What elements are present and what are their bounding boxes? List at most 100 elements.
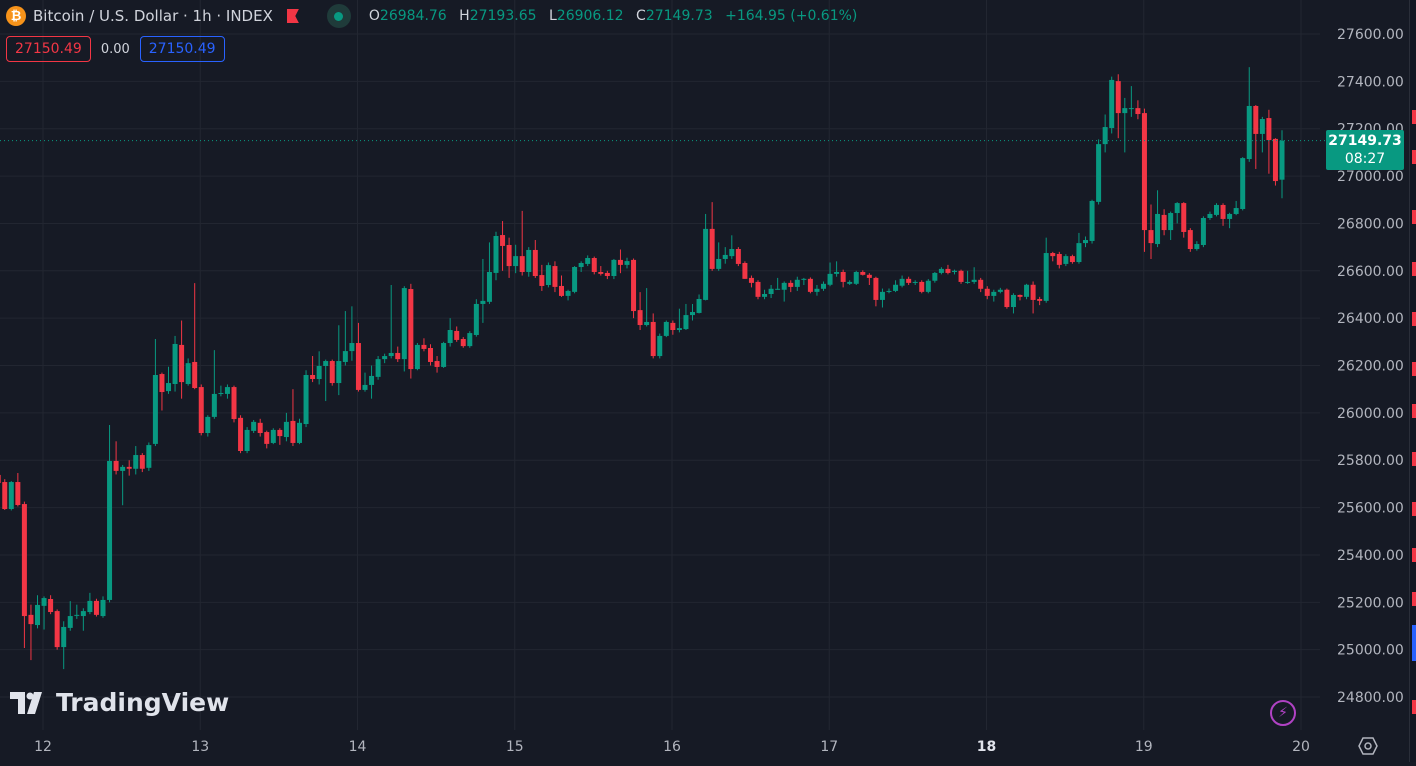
candle-body <box>1122 108 1128 114</box>
candle-body <box>762 294 768 297</box>
candle-body <box>421 344 427 349</box>
price-tick-label: 27000.00 <box>1337 169 1404 185</box>
candle-body <box>834 271 840 274</box>
current-price-label: 27149.73 08:27 <box>1326 130 1404 170</box>
candle-body <box>211 393 217 417</box>
candle-body <box>965 281 971 283</box>
candle-body <box>690 312 695 316</box>
candle-body <box>218 392 224 394</box>
candle-body <box>67 616 73 628</box>
candle-body <box>80 611 86 617</box>
candle-body <box>919 281 925 292</box>
side-panel-strip[interactable] <box>1409 0 1416 762</box>
candle-body <box>382 356 388 360</box>
candle-body <box>460 338 466 347</box>
candle-body <box>401 288 407 360</box>
candle-body <box>473 303 479 335</box>
candle-body <box>545 265 551 286</box>
candle-body <box>716 258 722 269</box>
candle-body <box>500 235 506 246</box>
price-tick-label: 26600.00 <box>1337 264 1404 280</box>
settings-icon[interactable] <box>1358 736 1378 756</box>
candle-body <box>709 228 715 269</box>
candle-body <box>526 249 532 272</box>
side-marker <box>1412 548 1416 562</box>
candle-body <box>113 460 119 471</box>
flag-icon[interactable] <box>286 9 299 23</box>
buy-button[interactable]: 27150.49 <box>139 36 225 62</box>
time-axis[interactable]: 12 13 14 15 16 17 18 19 20 <box>34 739 1310 755</box>
low-label: L <box>548 8 557 24</box>
candle-body <box>1240 158 1246 209</box>
candle-body <box>41 598 47 606</box>
candle-body <box>788 282 794 287</box>
candle-body <box>159 374 165 393</box>
candle-body <box>1004 289 1010 308</box>
candle-body <box>958 270 964 282</box>
price-tick-label: 24800.00 <box>1337 690 1404 706</box>
candle-body <box>1253 105 1259 134</box>
lightning-icon[interactable]: ⚡ <box>1270 700 1296 726</box>
candle-body <box>441 343 447 367</box>
candle-body <box>1043 253 1049 301</box>
side-marker <box>1412 452 1416 466</box>
candle-body <box>1083 240 1088 244</box>
candle-body <box>1030 284 1036 300</box>
price-tick-label: 25400.00 <box>1337 548 1404 564</box>
candle-body <box>598 271 604 274</box>
candle-body <box>310 374 316 380</box>
candle-body <box>100 599 106 617</box>
candle-body <box>591 258 597 272</box>
price-axis[interactable]: 24800.00 25000.00 25200.00 25400.00 25600.00… <box>1337 27 1404 706</box>
symbol-title[interactable]: Bitcoin / U.S. Dollar · 1h · INDEX <box>33 7 273 25</box>
high-value: 27193.65 <box>469 8 537 24</box>
candle-body <box>362 384 368 390</box>
candle-body <box>231 387 237 420</box>
candle-body <box>1102 127 1108 145</box>
candle-body <box>1279 140 1285 180</box>
price-tick-label: 26000.00 <box>1337 406 1404 422</box>
candle-body <box>735 249 741 264</box>
candle-body <box>696 298 702 313</box>
candle-body <box>1194 244 1200 250</box>
time-tick-label: 16 <box>663 739 681 755</box>
candle-body <box>932 272 938 281</box>
candle-body <box>342 351 348 362</box>
candle-body <box>742 262 748 279</box>
candle-body <box>1227 213 1233 219</box>
candle-body <box>1063 256 1069 264</box>
candle-body <box>1076 243 1082 263</box>
candle-body <box>74 614 80 616</box>
candle-body <box>297 422 302 443</box>
candle-body <box>729 249 735 257</box>
candle-body <box>238 417 244 452</box>
candle-body <box>631 259 637 312</box>
candle-body <box>794 279 800 287</box>
candle-body <box>1233 208 1239 214</box>
candle-body <box>1181 203 1187 232</box>
sell-button[interactable]: 27150.49 <box>6 36 91 62</box>
candle-body <box>1155 213 1161 245</box>
candle-body <box>906 278 912 283</box>
candle-body <box>506 244 512 267</box>
candle-body <box>840 271 846 282</box>
side-marker <box>1412 404 1416 418</box>
market-status-icon[interactable] <box>326 4 351 28</box>
candle-body <box>552 266 558 287</box>
open-value: 26984.76 <box>379 8 447 24</box>
candle-body <box>1174 203 1180 214</box>
price-tick-label: 25200.00 <box>1337 595 1404 611</box>
ohlc-values: O26984.76 H27193.65 L26906.12 C27149.73 … <box>369 8 866 24</box>
candle-body <box>192 361 198 389</box>
candle-body <box>1096 144 1102 202</box>
price-tick-label: 25800.00 <box>1337 453 1404 469</box>
candle-body <box>565 290 571 296</box>
candle-body <box>1050 253 1056 257</box>
candle-body <box>369 375 375 385</box>
close-value: 27149.73 <box>645 8 713 24</box>
candle-body <box>539 275 545 286</box>
tradingview-logo[interactable]: TradingView <box>10 688 229 717</box>
candle-body <box>303 374 309 425</box>
candle-body <box>15 482 21 505</box>
